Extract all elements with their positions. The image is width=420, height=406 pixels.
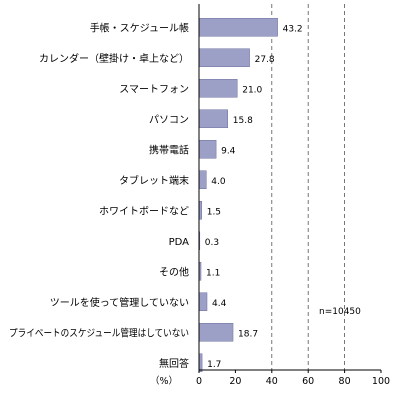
bar-3	[198, 109, 229, 128]
x-axis-unit-label: （%）	[150, 375, 178, 387]
x-axis-ticks: 0 20 40 60 80 100	[196, 370, 390, 387]
category-label-0: 手帳・スケジュール帳	[90, 21, 189, 34]
category-label-8: その他	[159, 265, 189, 278]
value-labels: 43.2 27.8 21.0 15.8 9.4 4.0 1.5 0.3 1.1 4.4 18.7 1.…	[205, 24, 303, 370]
bar-2	[198, 79, 238, 98]
x-tick-label-0: 0	[196, 376, 202, 387]
value-label-10: 18.7	[238, 329, 258, 339]
category-label-2: スマートフォン	[119, 84, 189, 95]
bar-10	[198, 323, 234, 342]
value-label-6: 1.5	[207, 207, 221, 217]
x-tick-label-5: 100	[372, 376, 390, 387]
value-label-9: 4.4	[212, 299, 227, 309]
category-label-7: PDA	[169, 237, 190, 248]
bar-0	[198, 18, 278, 37]
category-label-4: 携帯電話	[149, 143, 189, 156]
bar-9	[198, 292, 208, 311]
value-label-2: 21.0	[242, 85, 262, 95]
x-tick-label-2: 40	[266, 376, 278, 387]
x-tick-label-1: 20	[229, 376, 241, 387]
bar-4	[198, 140, 217, 159]
bars	[198, 18, 278, 372]
category-label-5: タブレット端末	[119, 174, 189, 187]
value-label-0: 43.2	[283, 24, 303, 34]
value-label-7: 0.3	[205, 238, 219, 248]
value-label-8: 1.1	[206, 268, 220, 278]
category-label-1: カレンダー（壁掛け・卓上など）	[39, 52, 189, 65]
value-label-4: 9.4	[221, 146, 236, 156]
category-label-9: ツールを使って管理していない	[50, 296, 189, 309]
value-label-5: 4.0	[211, 177, 226, 187]
category-label-6: ホワイトボードなど	[99, 205, 189, 217]
x-tick-label-4: 80	[339, 376, 351, 387]
category-label-10: プライベートのスケジュール管理はしていない	[9, 326, 189, 339]
sample-size-note: n=10450	[319, 307, 361, 317]
value-label-1: 27.8	[255, 55, 275, 65]
bar-1	[198, 48, 250, 67]
category-label-11: 無回答	[159, 357, 189, 370]
bar-5	[198, 170, 207, 189]
value-label-3: 15.8	[233, 116, 253, 126]
x-tick-label-3: 60	[302, 376, 314, 387]
category-label-3: パソコン	[149, 114, 189, 126]
value-label-11: 1.7	[207, 360, 221, 370]
gridlines	[271, 4, 346, 370]
